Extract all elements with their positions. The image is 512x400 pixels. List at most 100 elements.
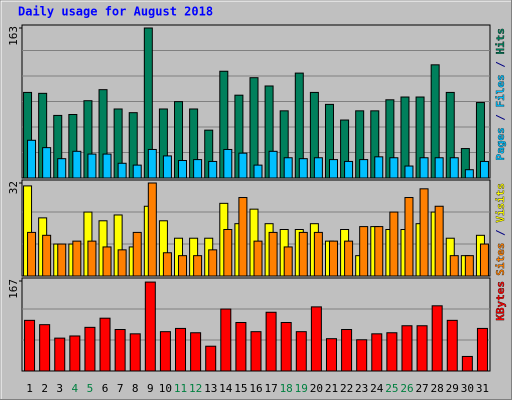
bar (404, 197, 414, 277)
bar (87, 153, 97, 179)
bar (208, 249, 218, 277)
x-tick-label: 28 (431, 382, 444, 395)
bar (159, 331, 171, 372)
bar (313, 157, 323, 179)
bar (27, 231, 37, 277)
x-tick-label: 12 (189, 382, 202, 395)
bar (193, 255, 203, 277)
bar (102, 246, 112, 277)
bar (344, 240, 354, 277)
bar (404, 165, 414, 179)
bar (42, 147, 52, 179)
x-tick-label: 18 (280, 382, 293, 395)
x-tick-label: 13 (204, 382, 217, 395)
bar (42, 234, 52, 277)
bar (295, 331, 307, 372)
bar (72, 240, 82, 277)
legend: Sites / Visits (494, 183, 507, 276)
bar (298, 231, 308, 277)
bar (223, 148, 233, 179)
bar (310, 306, 322, 372)
x-tick-label: 10 (159, 382, 172, 395)
bar (178, 160, 188, 179)
bar (220, 308, 232, 372)
bar (386, 332, 398, 372)
bar (162, 155, 172, 179)
bar (178, 255, 188, 277)
bar (328, 159, 338, 179)
bar (39, 324, 51, 372)
bar (238, 152, 248, 179)
x-tick-label: 19 (295, 382, 308, 395)
bar (374, 226, 384, 277)
x-tick-label: 20 (310, 382, 323, 395)
bar (419, 157, 429, 179)
bar (280, 321, 292, 372)
x-tick-label: 5 (87, 382, 94, 395)
x-tick-label: 1 (26, 382, 33, 395)
bar (328, 240, 338, 277)
bar (117, 249, 127, 277)
x-tick-label: 14 (219, 382, 233, 395)
bar (235, 321, 247, 372)
bar (175, 327, 187, 372)
bar (344, 160, 354, 179)
bar (461, 355, 473, 372)
x-tick-label: 3 (56, 382, 63, 395)
bar (476, 327, 488, 372)
bar (102, 153, 112, 179)
bar (99, 317, 111, 372)
bar (54, 337, 66, 372)
bar (114, 329, 126, 372)
bar (389, 211, 399, 277)
bar (132, 164, 142, 179)
bar (434, 157, 444, 179)
bar (27, 139, 37, 179)
x-tick-label: 31 (476, 382, 489, 395)
bar (208, 160, 218, 179)
y-tick-label: 163 (7, 26, 20, 46)
bar (283, 246, 293, 277)
x-tick-label: 2 (41, 382, 48, 395)
bar (341, 329, 353, 372)
bar (449, 157, 459, 179)
x-tick-label: 23 (355, 382, 368, 395)
legend-entry: Sites (494, 243, 507, 276)
bar (479, 243, 489, 277)
x-tick-label: 8 (132, 382, 139, 395)
bar (298, 158, 308, 179)
x-tick-label: 21 (325, 382, 338, 395)
legend-separator: / (494, 108, 507, 128)
x-tick-label: 16 (249, 382, 262, 395)
x-tick-label: 6 (102, 382, 109, 395)
legend-entry: Visits (494, 183, 507, 223)
legend-entry: Hits (494, 28, 507, 55)
legend-separator: / (494, 55, 507, 75)
bar (268, 150, 278, 179)
x-tick-label: 30 (461, 382, 474, 395)
bar (464, 169, 474, 179)
bar (446, 319, 458, 372)
x-tick-label: 15 (234, 382, 247, 395)
x-tick-label: 25 (385, 382, 398, 395)
legend: Pages / Files / Hits (494, 28, 507, 161)
bar (253, 164, 263, 179)
bar (356, 339, 368, 372)
bar (205, 345, 217, 372)
bar (250, 331, 262, 372)
bar (449, 255, 459, 277)
bar (419, 188, 429, 277)
legend-entry: Pages (494, 127, 507, 160)
x-tick-label: 29 (446, 382, 459, 395)
bar (464, 255, 474, 277)
bar (359, 226, 369, 277)
bar (268, 231, 278, 277)
y-tick-label: 167 (7, 279, 20, 299)
bar (371, 333, 383, 372)
x-tick-label: 26 (400, 382, 413, 395)
bar (87, 240, 97, 277)
bar (190, 332, 202, 372)
bar (24, 319, 36, 372)
